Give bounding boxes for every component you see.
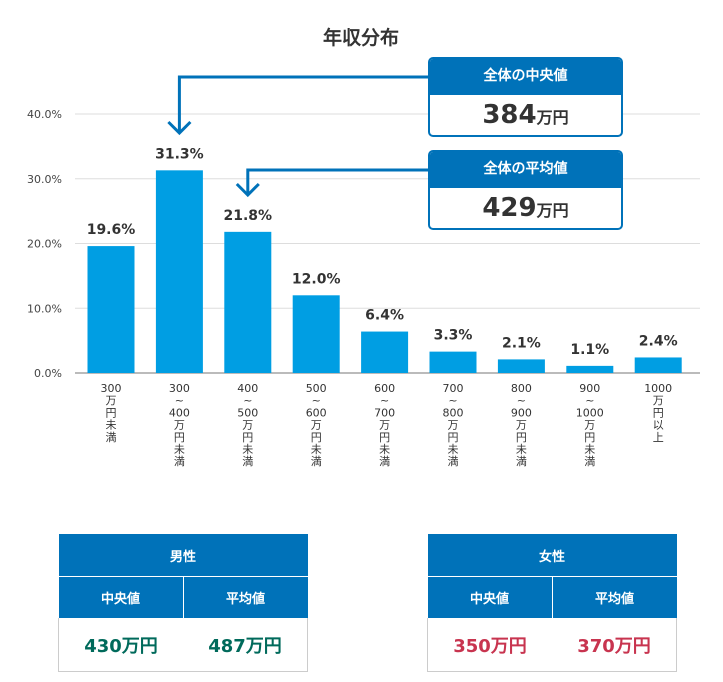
median-label: 全体の中央値 — [430, 59, 621, 95]
x-tick-label: 800 ~900 万円未満 — [511, 382, 532, 468]
bar-value-label: 12.0% — [292, 271, 341, 287]
bar-value-label: 2.1% — [502, 335, 541, 351]
y-tick-label: 40.0% — [27, 108, 62, 121]
mean-value: 429 — [482, 193, 537, 223]
bar-value-label: 31.3% — [155, 146, 204, 162]
callout-connector — [246, 168, 430, 195]
bar-value-label: 2.4% — [639, 333, 678, 349]
bar-value-label: 19.6% — [87, 222, 136, 238]
female-table: 女性 中央値 平均値 350万円 370万円 — [427, 534, 677, 672]
bar — [634, 357, 682, 373]
bar — [429, 351, 477, 373]
bar — [292, 295, 340, 373]
bar-value-label: 3.3% — [434, 328, 473, 344]
female-mean-header: 平均値 — [551, 576, 677, 618]
x-tick-label: 1000 万円以上 — [644, 382, 672, 444]
bar-chart: 年収分布 0.0% 10.0% 20.0% 30.0% 40.0% 19.6% 300 万円未… — [27, 26, 700, 468]
chart-title: 年収分布 — [323, 26, 399, 49]
male-median-header: 中央値 — [58, 576, 183, 618]
bar — [224, 231, 272, 373]
x-tick-label: 500 ~600 万円未満 — [306, 382, 327, 468]
x-tick-label: 300 ~400 万円未満 — [169, 382, 190, 468]
male-title: 男性 — [58, 534, 308, 577]
female-median-header: 中央値 — [427, 576, 552, 618]
bar — [87, 246, 135, 373]
median-unit: 万円 — [536, 108, 569, 127]
male-mean-value: 487万円 — [183, 618, 308, 672]
female-median-value: 350万円 — [427, 618, 552, 672]
y-tick-label: 0.0% — [34, 367, 62, 380]
arrow-down-icon — [167, 120, 192, 136]
y-tick-label: 30.0% — [27, 173, 62, 186]
male-table: 男性 中央値 平均値 430万円 487万円 — [58, 534, 308, 672]
y-tick-label: 10.0% — [27, 302, 62, 315]
male-mean-header: 平均値 — [182, 576, 308, 618]
bar-value-label: 21.8% — [224, 208, 273, 224]
callout-connector — [177, 75, 430, 133]
mean-unit: 万円 — [536, 201, 569, 220]
bar — [155, 170, 203, 373]
mean-callout: 全体の平均値 429万円 — [428, 150, 623, 230]
median-value: 384 — [482, 100, 537, 130]
x-tick-label: 400 ~500 万円未満 — [237, 382, 258, 468]
arrow-down-icon — [235, 182, 260, 198]
bar-value-label: 1.1% — [570, 342, 609, 358]
mean-label: 全体の平均値 — [430, 152, 621, 188]
female-mean-value: 370万円 — [552, 618, 677, 672]
bar — [497, 359, 545, 373]
x-tick-label: 600 ~700 万円未満 — [374, 382, 395, 468]
female-title: 女性 — [427, 534, 677, 577]
bar — [361, 331, 409, 373]
y-tick-label: 20.0% — [27, 238, 62, 251]
bar-value-label: 6.4% — [365, 308, 404, 324]
x-tick-label: 700 ~800 万円未満 — [443, 382, 464, 468]
bar — [566, 365, 614, 373]
male-median-value: 430万円 — [58, 618, 183, 672]
x-tick-label: 300 万円未満 — [101, 382, 122, 444]
median-callout: 全体の中央値 384万円 — [428, 57, 623, 137]
x-tick-label: 900 ~1000 万円未満 — [576, 382, 604, 468]
